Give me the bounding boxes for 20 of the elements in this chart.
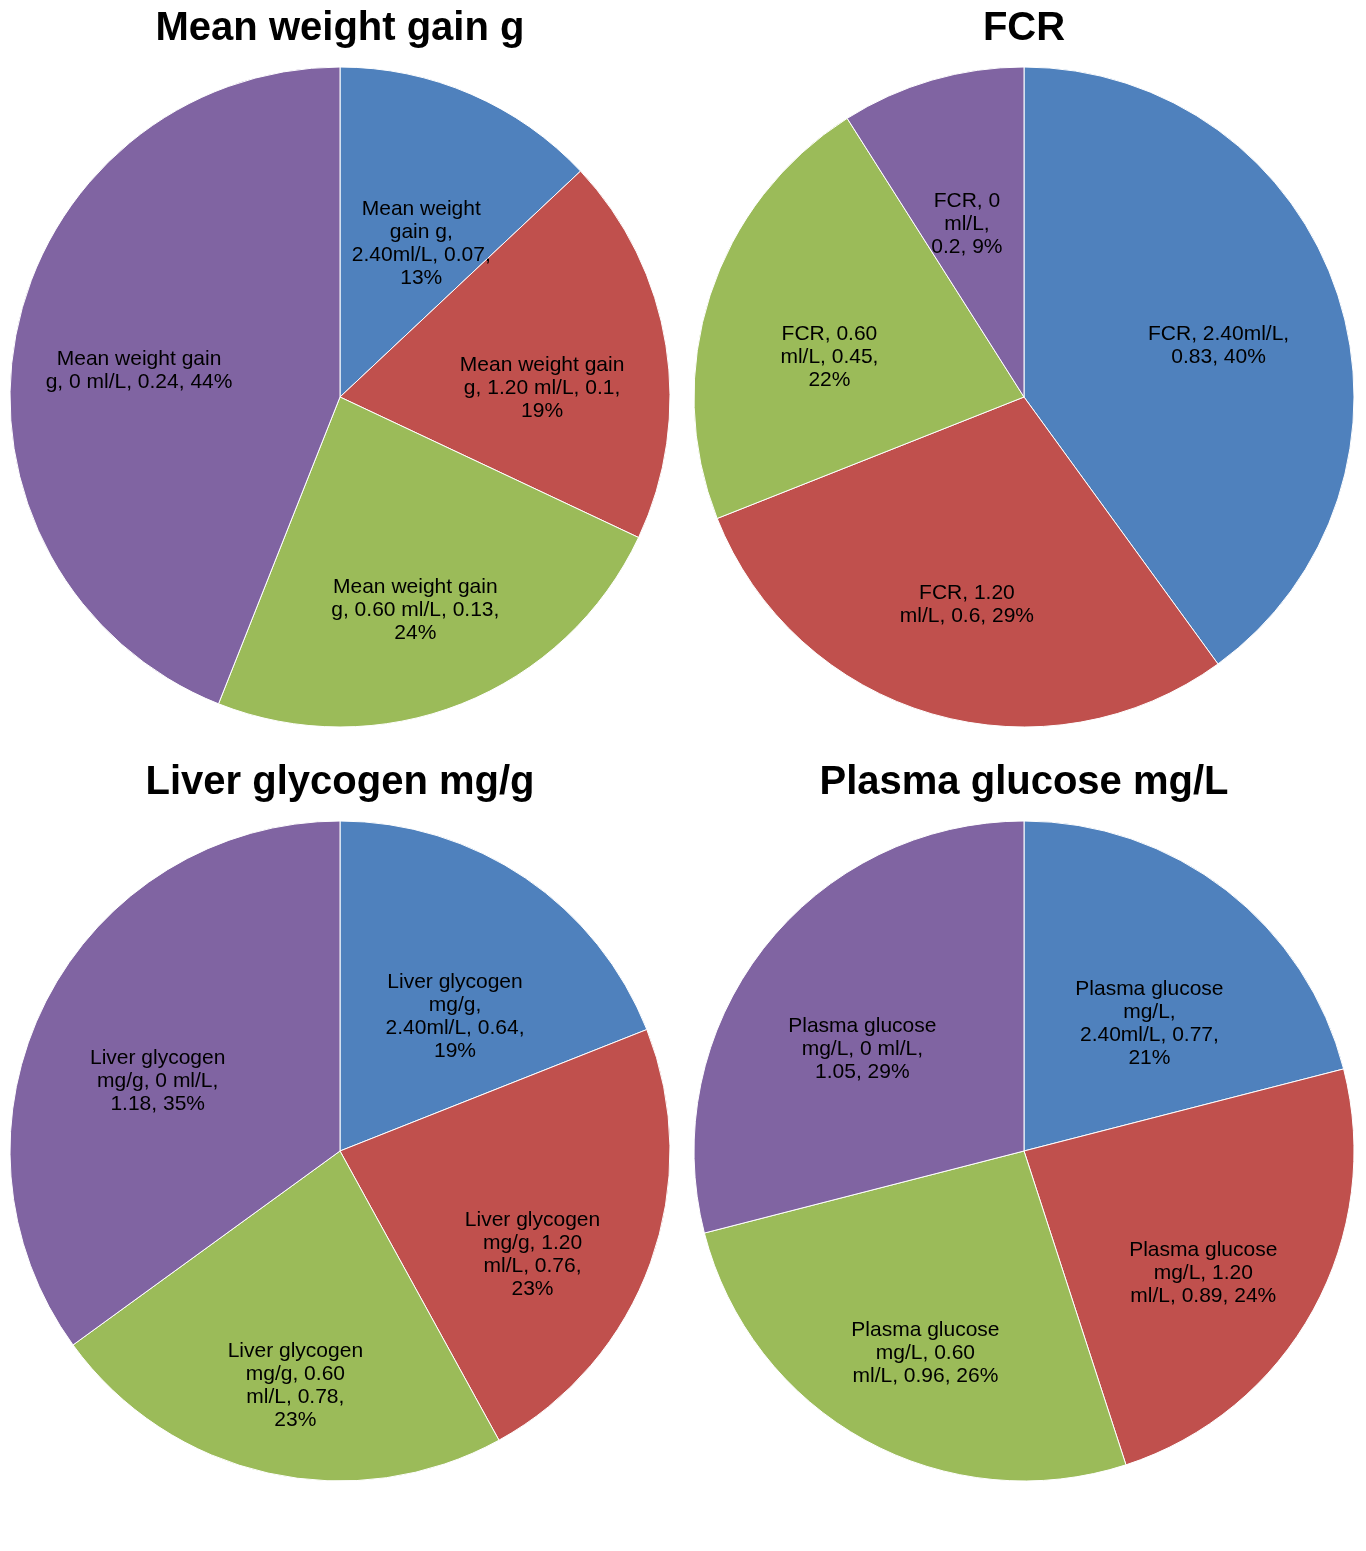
slice-label: Liver glycogen mg/g, 1.20 ml/L, 0.76, 23% xyxy=(464,1207,601,1300)
slice-label: Mean weight gain g, 0 ml/L, 0.24, 44% xyxy=(45,345,233,392)
slice-label: Liver glycogen mg/g, 0.60 ml/L, 0.78, 23% xyxy=(227,1337,364,1430)
slice-label: Mean weight gain g, 2.40ml/L, 0.07, 13% xyxy=(351,196,491,289)
slice-label: Mean weight gain g, 0.60 ml/L, 0.13, 24% xyxy=(331,574,500,644)
slice-label: Mean weight gain g, 1.20 ml/L, 0.1, 19% xyxy=(459,351,625,421)
chart-title: FCR xyxy=(982,4,1066,48)
slice-label: Liver glycogen mg/g, 0 ml/L, 1.18, 35% xyxy=(89,1045,226,1115)
chart-title: Liver glycogen mg/g xyxy=(145,758,535,802)
slice-label: FCR, 1.20 ml/L, 0.6, 29% xyxy=(899,580,1035,627)
slice-label: Plasma glucose mg/L, 0 ml/L, 1.05, 29% xyxy=(788,1012,937,1082)
slice-label: Plasma glucose mg/L, 0.60 ml/L, 0.96, 26% xyxy=(851,1317,1000,1387)
slice-label: FCR, 2.40ml/L, 0.83, 40% xyxy=(1147,320,1290,367)
slice-label: Plasma glucose mg/L, 1.20 ml/L, 0.89, 24% xyxy=(1129,1236,1278,1306)
chart-title: Mean weight gain g xyxy=(155,4,525,48)
chart-title: Plasma glucose mg/L xyxy=(819,758,1229,802)
slice-label: FCR, 0 ml/L, 0.2, 9% xyxy=(931,187,1003,257)
slice-label: Liver glycogen mg/g, 2.40ml/L, 0.64, 19% xyxy=(385,968,525,1061)
slice-label: FCR, 0.60 ml/L, 0.45, 22% xyxy=(780,320,879,390)
slice-label: Plasma glucose mg/L, 2.40ml/L, 0.77, 21% xyxy=(1075,976,1224,1069)
